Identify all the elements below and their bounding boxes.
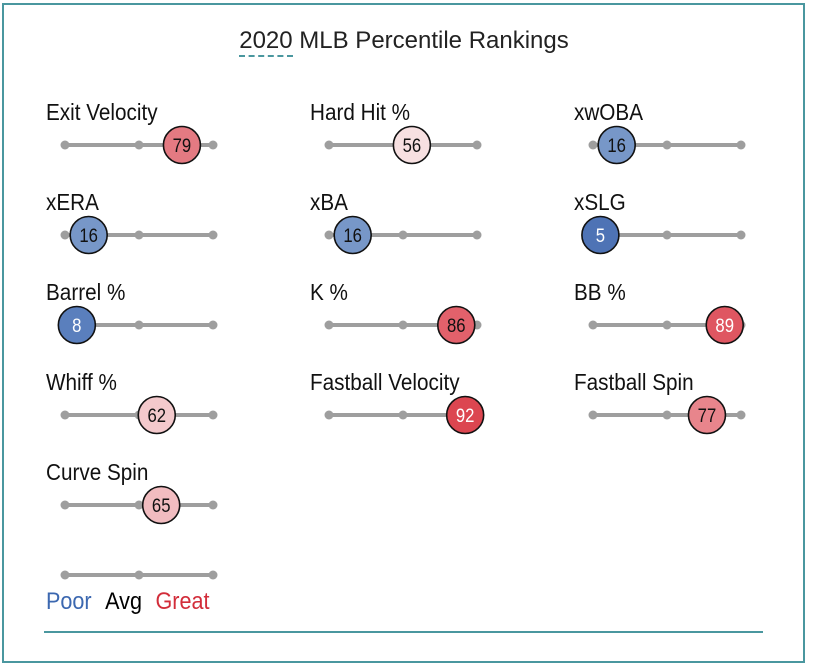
metric-label: BB %	[574, 279, 626, 305]
percentile-value: 77	[698, 405, 717, 426]
percentile-marker: 92	[445, 395, 485, 435]
track-tick	[398, 230, 408, 240]
legend: Poor Avg Great	[46, 588, 223, 616]
percentile-circle	[597, 125, 636, 165]
track-tick	[60, 140, 70, 150]
percentile-value: 56	[403, 135, 422, 156]
track-tick	[588, 410, 598, 420]
track-tick	[208, 230, 218, 240]
metric-label: Barrel %	[46, 279, 126, 305]
percentile-circle	[445, 395, 485, 435]
track-tick	[208, 320, 218, 330]
percentile-value: 92	[456, 405, 475, 426]
metric-label: Hard Hit %	[310, 99, 411, 125]
metric-label: xSLG	[574, 189, 626, 215]
legend-avg: Avg	[105, 588, 142, 615]
percentile-marker: 86	[436, 305, 476, 345]
track-tick	[60, 500, 70, 510]
percentile-circle	[581, 215, 620, 255]
track-tick	[324, 320, 334, 330]
track-tick	[208, 410, 218, 420]
legend-great: Great	[155, 588, 210, 615]
percentile-circle	[392, 125, 432, 165]
track-tick	[588, 320, 598, 330]
track-tick	[662, 410, 672, 420]
track-tick	[208, 500, 218, 510]
percentile-circle	[69, 215, 108, 255]
percentile-marker: 89	[705, 305, 745, 345]
metric-label: Exit Velocity	[46, 99, 158, 125]
track-tick	[736, 140, 746, 150]
percentile-marker: 77	[687, 395, 727, 435]
track-tick	[60, 410, 70, 420]
percentile-marker: 56	[392, 125, 432, 165]
percentile-value: 16	[79, 225, 98, 246]
metric-label: Fastball Velocity	[310, 369, 460, 395]
track-tick	[60, 570, 70, 580]
percentile-value: 16	[343, 225, 362, 246]
track-tick	[324, 410, 334, 420]
percentile-marker: 8	[57, 305, 97, 345]
percentile-circle	[705, 305, 745, 345]
track-tick	[662, 140, 672, 150]
percentile-value: 89	[715, 315, 734, 336]
metric-label: xBA	[310, 189, 348, 215]
track-tick	[398, 410, 408, 420]
percentile-circle	[57, 305, 97, 345]
percentile-value: 5	[596, 225, 605, 246]
metric-label: xwOBA	[574, 99, 644, 125]
title-year-link[interactable]: 2020	[239, 27, 293, 57]
percentile-value: 86	[447, 315, 466, 336]
percentile-circle	[162, 125, 202, 165]
percentile-marker: 16	[69, 215, 108, 255]
track-tick	[134, 570, 144, 580]
track-tick	[134, 140, 144, 150]
title-text: MLB Percentile Rankings	[292, 27, 569, 54]
track-tick	[398, 320, 408, 330]
track-tick	[208, 140, 218, 150]
track-tick	[736, 410, 746, 420]
track-tick	[736, 230, 746, 240]
track-tick	[208, 570, 218, 580]
metric-label: xERA	[46, 189, 99, 215]
track-tick	[134, 500, 144, 510]
percentile-marker: 16	[333, 215, 372, 255]
percentile-marker: 79	[162, 125, 202, 165]
track-tick	[472, 230, 482, 240]
track-tick	[662, 320, 672, 330]
chart-title: 2020 MLB Percentile Rankings	[0, 27, 808, 57]
track-tick	[134, 230, 144, 240]
track-tick	[588, 140, 598, 150]
percentile-circle	[687, 395, 727, 435]
track-tick	[324, 230, 334, 240]
legend-poor: Poor	[46, 588, 92, 615]
metric-label: K %	[310, 279, 348, 305]
percentile-marker: 62	[137, 395, 177, 435]
percentile-value: 62	[147, 405, 166, 426]
percentile-circle	[141, 485, 181, 525]
divider	[44, 631, 763, 633]
percentile-circle	[333, 215, 372, 255]
track-tick	[472, 140, 482, 150]
percentile-marker: 65	[141, 485, 181, 525]
percentile-value: 8	[72, 315, 81, 336]
percentile-value: 65	[152, 495, 171, 516]
track-tick	[324, 140, 334, 150]
metric-label: Whiff %	[46, 369, 117, 395]
percentile-marker: 5	[581, 215, 620, 255]
metric-label: Fastball Spin	[574, 369, 694, 395]
percentile-value: 16	[607, 135, 626, 156]
percentile-circle	[436, 305, 476, 345]
track-tick	[134, 320, 144, 330]
chart-frame	[2, 3, 805, 663]
percentile-chart: 79 56 16 16 16 5 8 86 89 62 92 77 65	[57, 125, 746, 580]
percentile-marker: 16	[597, 125, 636, 165]
metric-label: Curve Spin	[46, 459, 149, 485]
legend-track	[60, 570, 218, 580]
track-tick	[60, 230, 70, 240]
metric-track	[60, 500, 218, 510]
track-tick	[662, 230, 672, 240]
percentile-value: 79	[173, 135, 192, 156]
percentile-circle	[137, 395, 177, 435]
